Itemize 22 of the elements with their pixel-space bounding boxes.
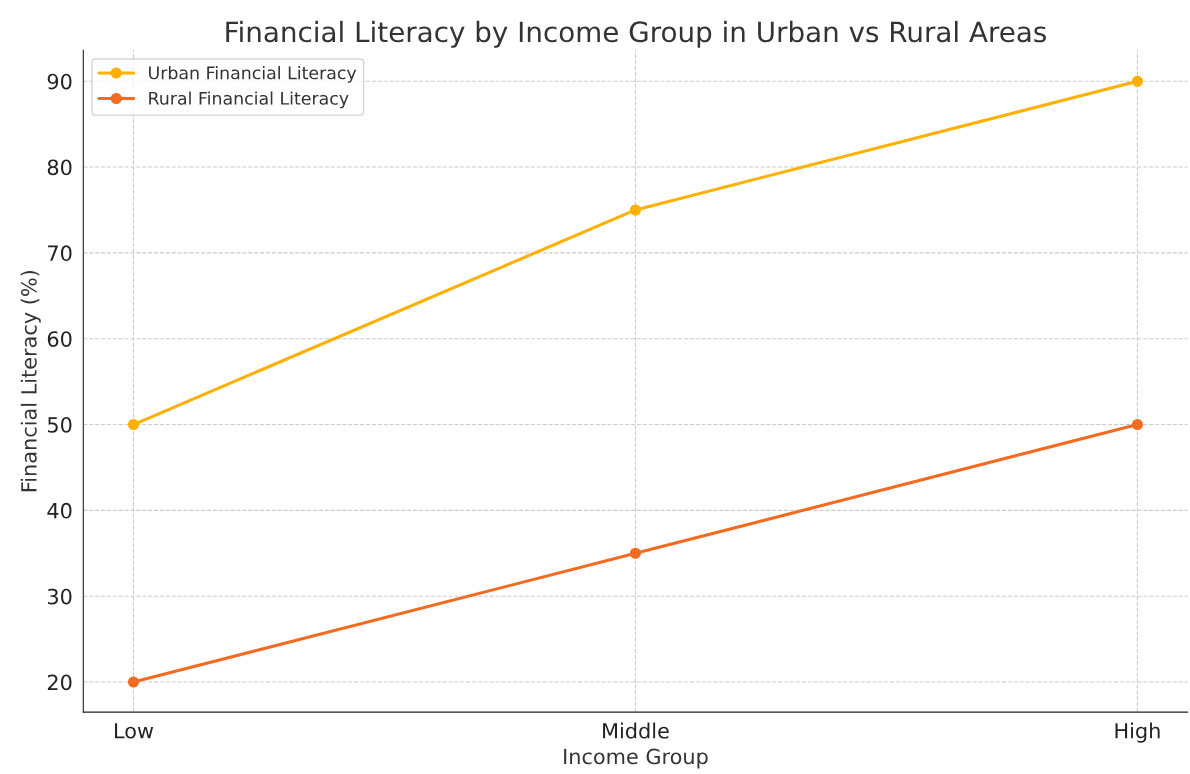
y-tick-label: 30 (47, 588, 72, 605)
y-tick-label: 80 (47, 159, 72, 176)
y-tick-label: 20 (47, 674, 72, 691)
x-tick-label: Middle (603, 722, 669, 739)
y-axis-title: Financial Literacy (%) (20, 270, 41, 492)
point (629, 547, 642, 559)
x-axis-title: Income Group (564, 748, 708, 769)
point (1131, 418, 1143, 431)
point (127, 418, 140, 431)
legend-label: Urban Financial Literacy (149, 65, 357, 83)
point (1131, 75, 1143, 87)
x-tick-label: Low (115, 723, 154, 739)
chart-title: Financial Literacy by Income Group in Urban vs Rural Areas (226, 20, 1046, 48)
point (629, 204, 642, 216)
x-tick-label: High (1115, 722, 1160, 743)
y-tick-label: 90 (47, 73, 72, 90)
y-tick-label: 50 (47, 416, 72, 433)
y-tick-label: 40 (47, 502, 72, 519)
y-tick-label: 70 (48, 245, 72, 262)
y-tick-label: 60 (47, 331, 72, 347)
legend-label: Rural Financial Literacy (149, 91, 349, 109)
point (127, 676, 140, 688)
